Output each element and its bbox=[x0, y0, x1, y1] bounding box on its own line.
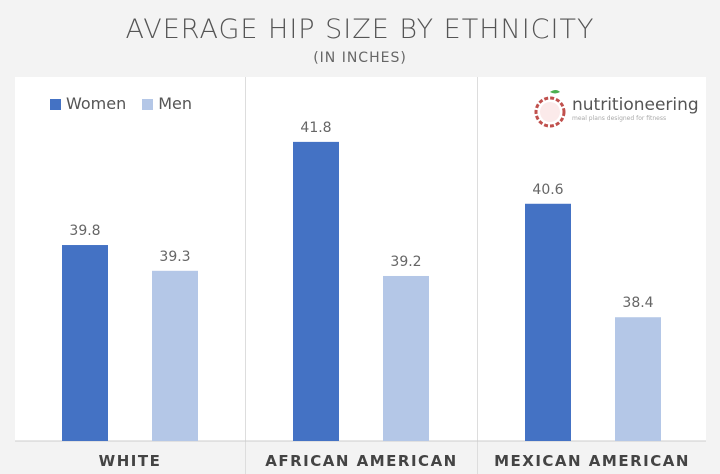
panel bbox=[478, 77, 706, 441]
bar-men bbox=[615, 317, 661, 441]
bar-women bbox=[62, 245, 108, 441]
category-label: WHITE bbox=[99, 452, 162, 470]
bar-women bbox=[293, 141, 339, 441]
data-label: 41.8 bbox=[300, 120, 331, 136]
data-label: 40.6 bbox=[532, 182, 563, 198]
legend-swatch-women bbox=[50, 99, 61, 110]
category-label: AFRICAN AMERICAN bbox=[265, 452, 457, 470]
legend: Women Men bbox=[50, 94, 192, 113]
chart-subtitle: (IN INCHES) bbox=[313, 50, 407, 66]
data-label: 38.4 bbox=[622, 295, 653, 311]
data-label: 39.8 bbox=[69, 223, 100, 239]
category-label: MEXICAN AMERICAN bbox=[494, 452, 690, 470]
legend-label: Women bbox=[66, 94, 127, 113]
nutritioneering-logo: nutritioneering meal plans designed for … bbox=[532, 88, 699, 128]
logo-name: nutritioneering bbox=[572, 94, 699, 115]
data-label: 39.2 bbox=[390, 254, 421, 270]
legend-label: Men bbox=[158, 94, 193, 113]
bar-women bbox=[525, 203, 571, 441]
legend-item-women: Women bbox=[50, 94, 126, 113]
logo-tagline: meal plans designed for fitness bbox=[572, 114, 667, 122]
panel bbox=[15, 77, 245, 441]
chart-title: AVERAGE HIP SIZE BY ETHNICITY bbox=[125, 14, 595, 45]
data-label: 39.3 bbox=[159, 249, 190, 265]
apple-icon bbox=[534, 90, 566, 128]
legend-swatch-men bbox=[142, 99, 154, 110]
legend-item-men: Men bbox=[142, 94, 192, 113]
panel bbox=[246, 77, 477, 441]
bar-men bbox=[383, 275, 429, 441]
bar-men bbox=[152, 270, 198, 441]
